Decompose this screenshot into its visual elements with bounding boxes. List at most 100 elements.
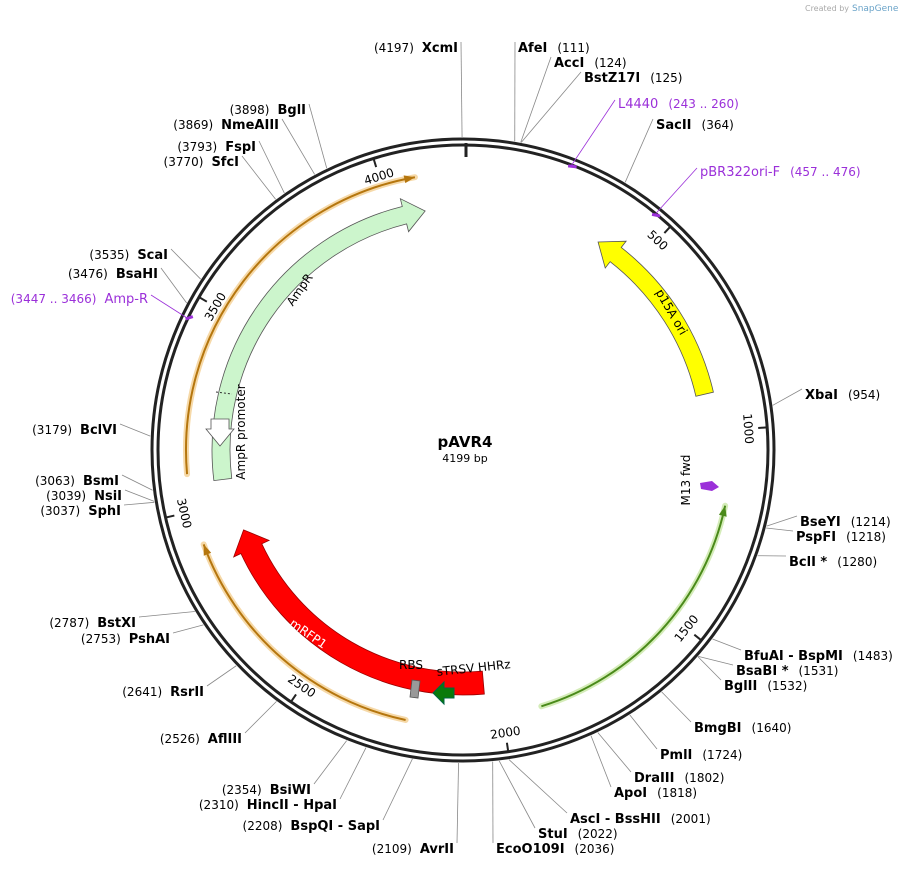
primer-leader	[570, 99, 616, 167]
site-label: (2109) AvrII	[372, 842, 454, 857]
site-label: AscI - BssHII (2001)	[570, 812, 711, 827]
site-label: (2354) BsiWI	[222, 783, 311, 798]
site-pos: (1532)	[767, 679, 807, 693]
tick-mark	[198, 296, 208, 303]
site-name: StuI	[538, 827, 568, 842]
site-pos: (3869)	[173, 118, 213, 132]
site-leader	[138, 611, 195, 618]
site-name: BspQI - SapI	[290, 819, 380, 834]
site-name: XcmI	[422, 41, 458, 56]
site-label: BclI * (1280)	[789, 555, 877, 570]
site-label: BmgBI (1640)	[694, 721, 791, 736]
site-leader	[121, 474, 153, 491]
site-pos: (2354)	[222, 783, 262, 797]
site-pos: (1818)	[657, 786, 697, 800]
site-leader	[241, 155, 276, 200]
site-label: (3476) BsaHI	[68, 267, 158, 282]
site-label: (3063) BsmI	[35, 474, 119, 489]
orange-feature	[202, 544, 406, 721]
site-leader	[313, 740, 347, 785]
tick-mark	[505, 742, 510, 752]
site-pos: (3179)	[32, 423, 72, 437]
site-label: (3869) NmeAIII	[173, 118, 279, 133]
site-pos: (2787)	[49, 616, 89, 630]
site-label: (3535) ScaI	[89, 248, 168, 263]
site-leader	[508, 759, 568, 814]
site-name: BclVI	[80, 423, 117, 438]
site-label: BsaBI * (1531)	[736, 664, 838, 679]
site-label: (3770) SfcI	[164, 155, 239, 170]
plasmid-name: pAVR4	[438, 433, 493, 451]
site-leader	[170, 248, 201, 280]
site-label: SacII (364)	[656, 118, 734, 133]
site-leader	[661, 691, 692, 723]
site-leader	[498, 760, 536, 829]
site-leader	[460, 41, 463, 138]
site-pos: (111)	[557, 41, 589, 55]
plasmid-size: 4199 bp	[442, 452, 487, 465]
site-label: (2641) RsrII	[122, 685, 204, 700]
green-feature-halo	[538, 502, 729, 710]
primer-mark	[651, 212, 661, 218]
site-pos: (1483)	[853, 649, 893, 663]
site-leader	[206, 665, 237, 687]
site-name: BsaHI	[116, 267, 158, 282]
site-pos: (3793)	[177, 140, 217, 154]
site-pos: (124)	[594, 56, 626, 70]
site-pos: (364)	[702, 118, 734, 132]
site-label: (3793) FspI	[177, 140, 256, 155]
site-name: DraIII	[634, 771, 675, 786]
site-label: (2753) PshAI	[81, 632, 170, 647]
site-label: (3039) NsiI	[46, 489, 122, 504]
site-name: AscI - BssHII	[570, 812, 661, 827]
site-pos: (3476)	[68, 267, 108, 281]
site-name: RsrII	[170, 685, 204, 700]
site-name: PspFI	[796, 530, 836, 545]
tick-mark	[693, 633, 702, 642]
site-label: (3179) BclVI	[32, 423, 117, 438]
orange-feature	[185, 176, 416, 475]
site-name: FspI	[225, 140, 256, 155]
hhrz-arrow	[432, 680, 455, 706]
site-label: (2208) BspQI - SapI	[243, 819, 380, 834]
site-leader	[172, 624, 204, 634]
site-name: BglII	[724, 679, 757, 694]
mrfp-arrow	[232, 529, 485, 696]
site-pos: (1640)	[752, 721, 792, 735]
tick-mark	[165, 514, 175, 519]
site-pos: (2109)	[372, 842, 412, 856]
site-pos: (125)	[650, 71, 682, 85]
feature-label: AmpR promoter	[234, 384, 248, 479]
site-name: BsiWI	[270, 783, 311, 798]
primer-label: L4440 (243 .. 260)	[618, 97, 739, 112]
green-feature	[541, 505, 727, 708]
site-label: PspFI (1218)	[796, 530, 886, 545]
site-name: PmlI	[660, 748, 692, 763]
site-name: BstXI	[97, 616, 136, 631]
primer-range: (457 .. 476)	[790, 165, 860, 179]
site-pos: (3535)	[89, 248, 129, 262]
site-label: (3037) SphI	[40, 504, 121, 519]
site-pos: (2208)	[243, 819, 283, 833]
tick-mark	[663, 225, 672, 234]
site-label: BfuAI - BspMI (1483)	[744, 649, 893, 664]
site-pos: (1531)	[799, 664, 839, 678]
primer-name: L4440	[618, 97, 658, 112]
site-pos: (4197)	[374, 41, 414, 55]
site-leader	[698, 656, 734, 666]
site-pos: (1218)	[846, 530, 886, 544]
site-leader	[590, 735, 612, 788]
site-name: NsiI	[94, 489, 122, 504]
site-pos: (954)	[848, 388, 880, 402]
site-pos: (1214)	[851, 515, 891, 529]
site-leader	[697, 656, 722, 681]
site-leader	[624, 118, 654, 183]
primer-label: pBR322ori-F (457 .. 476)	[700, 165, 861, 180]
tick-mark	[372, 158, 378, 168]
primer-leader	[654, 167, 698, 215]
site-label: BseYI (1214)	[800, 515, 891, 530]
site-leader	[123, 501, 155, 506]
site-label: XbaI (954)	[805, 388, 880, 403]
site-pos: (2753)	[81, 632, 121, 646]
